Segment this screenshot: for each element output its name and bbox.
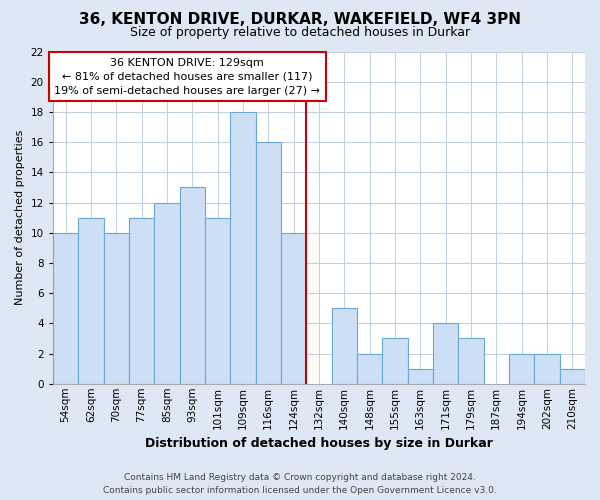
Bar (205, 218, 230, 384)
Bar (458, 338, 484, 384)
Bar (78, 218, 104, 384)
Bar (256, 142, 281, 384)
Bar (154, 202, 179, 384)
Bar (509, 354, 535, 384)
Y-axis label: Number of detached properties: Number of detached properties (15, 130, 25, 306)
Bar (433, 324, 458, 384)
Text: Size of property relative to detached houses in Durkar: Size of property relative to detached ho… (130, 26, 470, 39)
Bar (281, 232, 306, 384)
Bar (104, 232, 129, 384)
Bar (53, 232, 78, 384)
Bar (357, 354, 382, 384)
X-axis label: Distribution of detached houses by size in Durkar: Distribution of detached houses by size … (145, 437, 493, 450)
Bar (230, 112, 256, 384)
Text: 36, KENTON DRIVE, DURKAR, WAKEFIELD, WF4 3PN: 36, KENTON DRIVE, DURKAR, WAKEFIELD, WF4… (79, 12, 521, 28)
Bar (382, 338, 407, 384)
Bar (332, 308, 357, 384)
Bar (407, 368, 433, 384)
Bar (535, 354, 560, 384)
Bar (560, 368, 585, 384)
Bar (129, 218, 154, 384)
Text: 36 KENTON DRIVE: 129sqm
← 81% of detached houses are smaller (117)
19% of semi-d: 36 KENTON DRIVE: 129sqm ← 81% of detache… (54, 58, 320, 96)
Bar (179, 188, 205, 384)
Text: Contains HM Land Registry data © Crown copyright and database right 2024.
Contai: Contains HM Land Registry data © Crown c… (103, 473, 497, 495)
